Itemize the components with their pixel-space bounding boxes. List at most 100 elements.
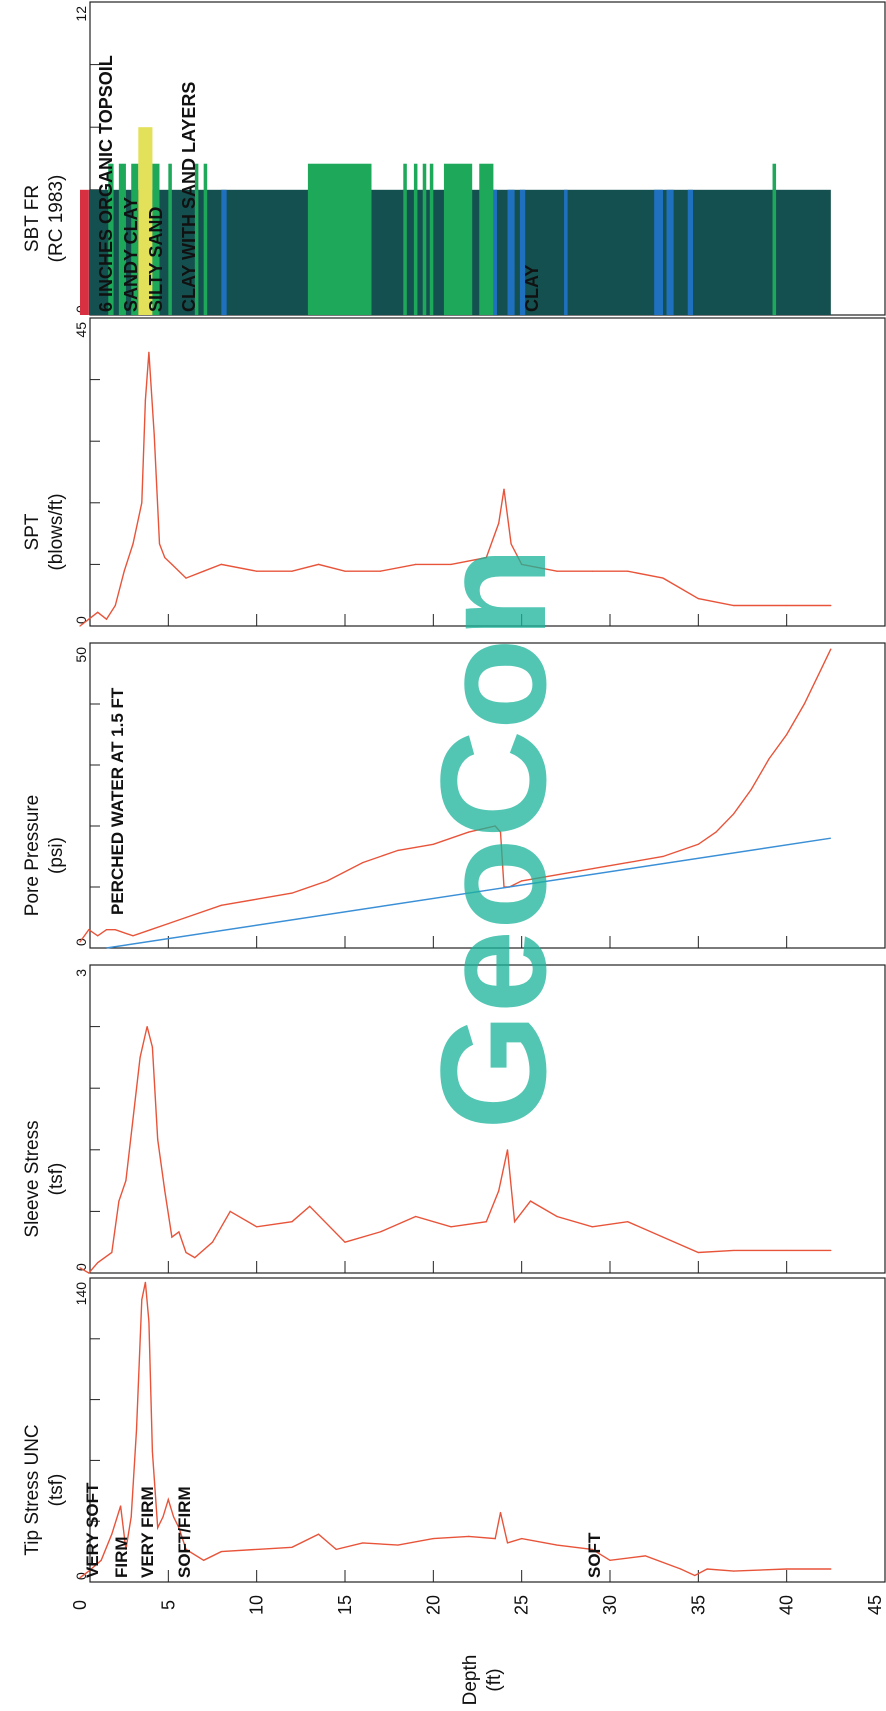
pore-frame bbox=[89, 642, 886, 949]
tip-consistency-label: VERY FIRM bbox=[138, 1486, 157, 1578]
tip-data-point bbox=[203, 1559, 205, 1561]
sbt-band bbox=[138, 127, 153, 315]
pore-data-point bbox=[803, 703, 805, 705]
sbt-panel: 012SBT FR(RC 1983)6 INCHES ORGANIC TOPSO… bbox=[22, 1, 886, 316]
sbt-max-label: 12 bbox=[73, 6, 89, 22]
sleeve-max-label: 3 bbox=[73, 969, 89, 977]
sleeve-data-point bbox=[662, 1236, 664, 1238]
tip-data-point bbox=[88, 1570, 90, 1572]
spt-data-point bbox=[317, 563, 320, 566]
spt-data-point bbox=[450, 563, 452, 566]
sbt-band bbox=[413, 163, 418, 315]
spt-units: (blows/ft) bbox=[46, 493, 67, 570]
sbt-title: SBT FR bbox=[22, 185, 43, 252]
spt-data-point bbox=[415, 563, 417, 566]
pore-data-point bbox=[397, 849, 399, 852]
pore-data-point bbox=[468, 831, 470, 833]
pore-data-point bbox=[750, 788, 752, 791]
sbt-band bbox=[80, 189, 89, 315]
sleeve-data-point bbox=[178, 1231, 180, 1233]
tip-panel: 0 140 Tip Stress UNC (tsf) VERY SOFT FIRM VERY… bbox=[22, 1277, 886, 1583]
sbt-band bbox=[307, 163, 372, 315]
sleeve-data-point bbox=[344, 1241, 346, 1243]
tip-data-point bbox=[499, 1511, 502, 1514]
sbt-band bbox=[519, 189, 526, 315]
tip-data-point bbox=[79, 1577, 81, 1579]
pore-title: Pore Pressure bbox=[22, 795, 43, 916]
sleeve-data-point bbox=[164, 1190, 166, 1192]
spt-data-point bbox=[503, 488, 505, 490]
spt-data-point bbox=[148, 351, 150, 353]
tip-data-point bbox=[100, 1559, 102, 1561]
tip-data-point bbox=[591, 1548, 593, 1551]
tip-consistency-label: SOFT/FIRM bbox=[175, 1486, 194, 1578]
spt-data-point bbox=[123, 570, 125, 572]
spt-data-point bbox=[291, 570, 293, 572]
sbt-band bbox=[108, 163, 114, 315]
sleeve-data-point bbox=[157, 1138, 159, 1141]
spt-data-point bbox=[144, 399, 146, 401]
pore-panel: 0 50 Pore Pressure (psi) PERCHED WATER AT 1.… bbox=[22, 642, 886, 949]
pore-data-point bbox=[786, 733, 788, 736]
pore-data-point bbox=[105, 929, 108, 931]
spt-data-point bbox=[158, 543, 161, 545]
sleeve-data-point bbox=[514, 1221, 516, 1223]
sleeve-data-point bbox=[171, 1236, 173, 1238]
depth-tick-label: 40 bbox=[777, 1595, 797, 1615]
pore-data-point bbox=[768, 758, 770, 760]
tip-data-point bbox=[644, 1555, 646, 1557]
spt-data-point bbox=[114, 604, 116, 607]
pore-data-point bbox=[715, 831, 717, 833]
tip-data-point bbox=[135, 1429, 138, 1431]
spt-min-label: 0 bbox=[73, 616, 89, 624]
sleeve-data-point bbox=[118, 1200, 120, 1202]
tip-max-label: 140 bbox=[73, 1282, 89, 1306]
spt-data-point bbox=[203, 570, 205, 572]
sbt-soil-label: SANDY CLAY bbox=[121, 197, 141, 312]
pore-data-point bbox=[830, 648, 832, 650]
spt-frame bbox=[89, 317, 886, 627]
depth-axis-title: Depth bbox=[460, 1655, 481, 1706]
depth-axis-units: (ft) bbox=[484, 1668, 505, 1691]
pore-data-point bbox=[662, 855, 664, 858]
depth-tick-label: 45 bbox=[865, 1595, 885, 1615]
spt-data-point bbox=[344, 570, 346, 572]
pore-data-point bbox=[114, 929, 116, 931]
spt-data-point bbox=[830, 604, 832, 607]
spt-data-point bbox=[786, 604, 788, 607]
sleeve-data-point bbox=[97, 1262, 99, 1264]
tip-data-point bbox=[151, 1451, 154, 1453]
spt-data-point bbox=[220, 563, 222, 566]
pore-data-point bbox=[97, 935, 99, 937]
tip-data-point bbox=[468, 1535, 470, 1537]
sbt-band bbox=[507, 189, 515, 315]
pore-data-point bbox=[697, 843, 699, 845]
sleeve-frame bbox=[89, 964, 886, 1274]
tip-data-point bbox=[786, 1568, 788, 1570]
depth-tick-label: 10 bbox=[247, 1595, 267, 1615]
pore-data-point bbox=[494, 825, 496, 827]
tip-data-point bbox=[556, 1544, 558, 1546]
tip-data-point bbox=[362, 1542, 364, 1544]
sleeve-data-point bbox=[194, 1257, 196, 1259]
tip-data-point bbox=[432, 1537, 434, 1540]
spt-data-point bbox=[733, 604, 735, 607]
spt-data-point bbox=[627, 570, 629, 572]
pore-data-point bbox=[733, 813, 735, 815]
sleeve-data-point bbox=[591, 1226, 593, 1228]
tip-data-point bbox=[173, 1516, 175, 1518]
sbt-band bbox=[479, 163, 494, 315]
spt-data-point bbox=[153, 433, 155, 435]
spt-data-point bbox=[88, 618, 90, 620]
sleeve-data-point bbox=[139, 1056, 141, 1058]
tip-data-point bbox=[220, 1551, 222, 1553]
sbt-band bbox=[131, 163, 139, 315]
sleeve-data-point bbox=[79, 1267, 81, 1269]
tip-data-point bbox=[125, 1548, 127, 1551]
tip-title: Tip Stress UNC bbox=[22, 1424, 43, 1555]
tip-units: (tsf) bbox=[46, 1474, 67, 1507]
tip-data-point bbox=[609, 1559, 611, 1561]
sbt-soil-label: CLAY WITH SAND LAYERS bbox=[179, 82, 199, 312]
sbt-band bbox=[654, 189, 663, 315]
